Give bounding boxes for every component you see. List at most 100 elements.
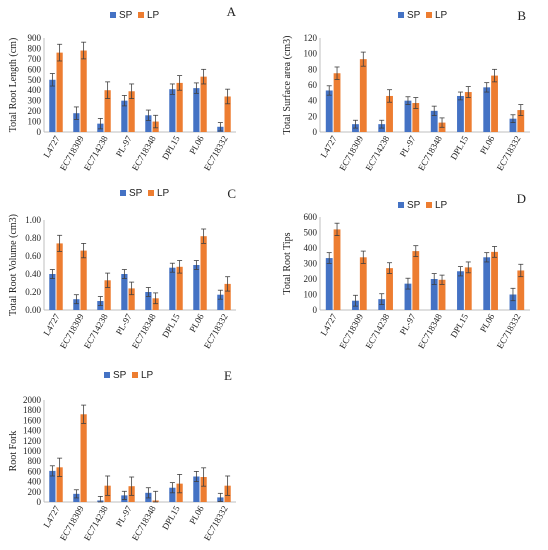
bar-sp-dpl15 — [169, 267, 176, 310]
chart-panel-c: 0.00 0.20 0.40 0.60 0.80 1.00 Total Root Volum… — [8, 186, 236, 350]
y-tick-label: 0.60 — [25, 251, 41, 261]
x-tick-label: EC718348 — [416, 134, 444, 173]
y-tick-label: 80 — [308, 64, 318, 74]
bar-lp-dpl15 — [176, 266, 183, 310]
x-tick-label: EC718332 — [495, 312, 523, 350]
y-tick-label: 400 — [28, 85, 42, 95]
bar-lp-pl-97 — [412, 251, 420, 310]
legend-label-lp: LP — [435, 10, 448, 21]
bar-sp-ec718348 — [430, 279, 438, 310]
bar-sp-ec718309 — [73, 299, 80, 310]
bar-sp-pl-97 — [121, 274, 128, 310]
x-tick-label: PL06 — [187, 312, 206, 334]
bar-lp-dpl15 — [464, 267, 472, 310]
x-tick-label: EC714238 — [82, 312, 110, 351]
bar-lp-pl06 — [200, 76, 207, 132]
x-tick-label: EC718309 — [337, 312, 365, 351]
chart-panel-b: 0 20 40 60 80 100 120 Total Surface area (cm3) L… — [282, 8, 530, 172]
y-axis-label: Total Root Length (cm) — [8, 38, 19, 133]
bar-sp-pl06 — [483, 87, 491, 132]
legend-label-lp: LP — [157, 188, 170, 199]
bar-sp-pl06 — [193, 476, 200, 502]
y-tick-label: 1600 — [23, 415, 42, 425]
bar-sp-pl-97 — [121, 100, 128, 132]
bar-lp-pl-97 — [128, 288, 135, 310]
x-tick-label: EC718348 — [416, 312, 444, 351]
y-tick-label: 400 — [28, 477, 42, 487]
x-tick-label: EC718348 — [130, 312, 158, 351]
legend-swatch-sp — [104, 372, 110, 378]
legend-swatch-sp — [120, 190, 126, 196]
y-tick-label: 20 — [308, 111, 318, 121]
x-tick-label: PL-97 — [114, 134, 134, 159]
panel-letter: B — [517, 8, 526, 23]
bar-lp-dpl15 — [176, 82, 183, 132]
bar-lp-ec718332 — [517, 270, 525, 310]
bar-sp-ec718332 — [509, 294, 517, 310]
bar-lp-ec714238 — [104, 280, 111, 310]
legend-label-lp: LP — [435, 200, 448, 211]
y-axis-label: Total Root Tips — [282, 232, 293, 294]
legend-swatch-lp — [148, 190, 154, 196]
y-axis-label: Total Root Volume (cm3) — [8, 214, 19, 316]
y-tick-label: 100 — [304, 290, 318, 300]
bar-sp-l4727 — [49, 79, 56, 132]
x-tick-label: L4727 — [318, 312, 339, 338]
y-tick-label: 0.40 — [25, 269, 41, 279]
legend-label-sp: SP — [407, 10, 421, 21]
x-tick-label: DPL15 — [160, 312, 182, 340]
y-axis-label: Total Surface area (cm3) — [282, 36, 293, 135]
y-tick-label: 500 — [304, 228, 318, 238]
bar-sp-ec718332 — [217, 294, 224, 310]
bar-lp-ec714238 — [386, 268, 393, 310]
x-tick-label: DPL15 — [160, 134, 182, 162]
y-tick-label: 600 — [28, 64, 42, 74]
y-tick-label: 0.20 — [25, 287, 41, 297]
x-tick-label: PL-97 — [398, 312, 418, 337]
y-tick-label: 1000 — [23, 446, 42, 456]
bar-sp-dpl15 — [169, 487, 176, 502]
bar-lp-pl-97 — [128, 91, 135, 132]
panel-letter: D — [517, 191, 526, 206]
bar-sp-pl06 — [483, 257, 491, 310]
y-tick-label: 1400 — [23, 426, 42, 436]
bar-sp-pl-97 — [404, 283, 412, 310]
legend-swatch-sp — [398, 12, 404, 18]
bar-lp-ec718332 — [224, 283, 231, 310]
x-tick-label: PL06 — [478, 312, 497, 334]
y-tick-label: 100 — [304, 49, 318, 59]
x-tick-label: PL-97 — [398, 134, 418, 159]
x-tick-label: EC714238 — [363, 134, 391, 173]
x-tick-label: DPL15 — [448, 312, 470, 340]
x-tick-label: PL-97 — [114, 504, 134, 529]
panel-letter: E — [224, 368, 232, 383]
x-tick-label: EC718332 — [495, 134, 523, 172]
legend-label-sp: SP — [119, 10, 133, 21]
legend-label-lp: LP — [147, 10, 160, 21]
x-tick-label: EC714238 — [363, 312, 391, 351]
y-tick-label: 120 — [304, 33, 318, 43]
legend-label-lp: LP — [141, 370, 154, 381]
y-tick-label: 2000 — [23, 395, 42, 405]
y-tick-label: 600 — [28, 466, 42, 476]
bar-sp-ec718348 — [430, 110, 438, 132]
y-tick-label: 0 — [313, 305, 318, 315]
y-tick-label: 200 — [28, 487, 42, 497]
bar-sp-dpl15 — [169, 89, 176, 132]
bar-lp-pl06 — [491, 251, 498, 310]
legend-swatch-lp — [132, 372, 138, 378]
bar-lp-ec718309 — [359, 257, 367, 310]
y-tick-label: 200 — [28, 106, 42, 116]
y-tick-label: 900 — [28, 33, 42, 43]
x-tick-label: EC718348 — [130, 504, 158, 543]
bar-lp-ec714238 — [386, 95, 393, 132]
y-tick-label: 1800 — [23, 405, 42, 415]
y-tick-label: 100 — [28, 117, 42, 127]
bar-lp-ec718332 — [517, 110, 525, 132]
y-tick-label: 600 — [304, 212, 318, 222]
bar-sp-dpl15 — [457, 271, 464, 310]
panel-letter: A — [227, 4, 237, 19]
